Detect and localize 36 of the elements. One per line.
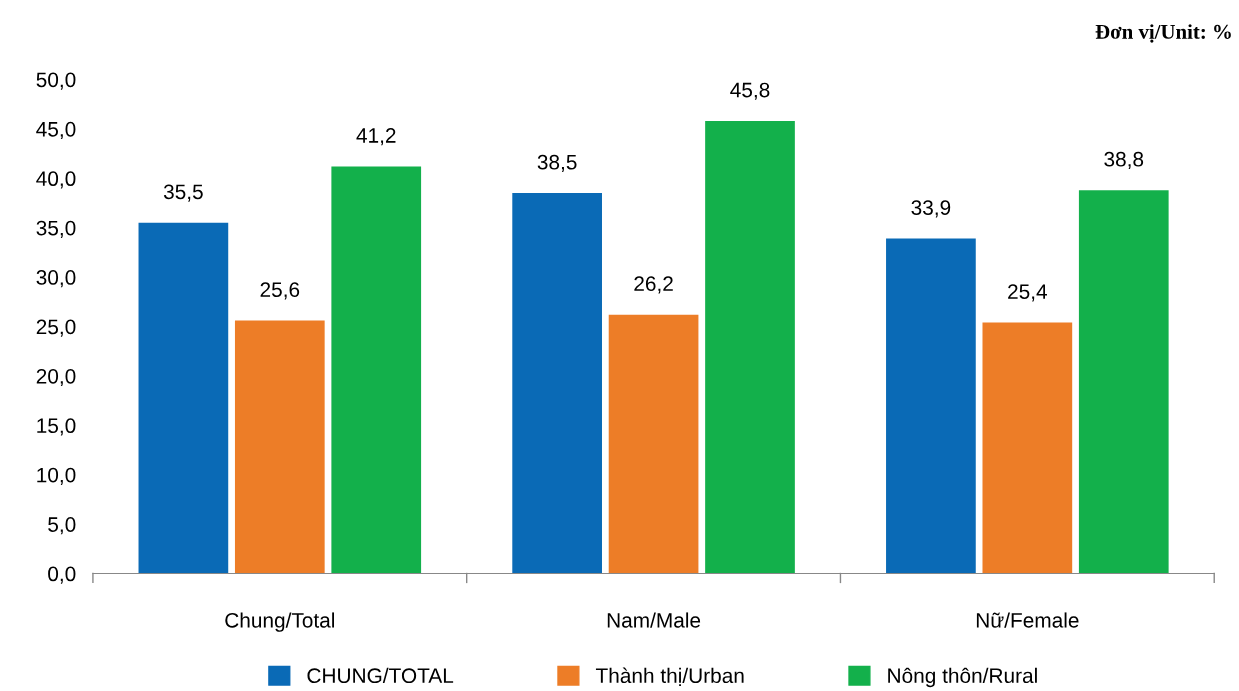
data-label: 38,8 xyxy=(1104,151,1144,170)
y-tick-label: 15,0 xyxy=(37,418,76,436)
y-tick-label: 25,0 xyxy=(36,319,76,337)
data-label: 45,8 xyxy=(730,82,770,100)
y-tick-label: 35,0 xyxy=(36,220,76,238)
bar xyxy=(982,322,1073,574)
bar xyxy=(608,314,699,574)
bar xyxy=(886,238,976,574)
legend-label: Nông thôn/Rural xyxy=(888,667,1037,688)
x-tick-label: Chung/Total xyxy=(225,612,335,632)
legend-label: Thành thị/Urban xyxy=(595,667,744,687)
data-label: 35,5 xyxy=(163,184,203,202)
legend-label: CHUNG/TOTAL xyxy=(307,667,454,684)
bar xyxy=(138,222,229,574)
text: Đơn vị/Unit: % xyxy=(1095,24,1231,43)
x-tick-label: Nam/Male xyxy=(607,612,701,628)
data-label: 25,4 xyxy=(1008,284,1047,302)
y-tick-label: 5,0 xyxy=(48,517,76,535)
data-label: 33,9 xyxy=(911,200,951,218)
bar xyxy=(1078,190,1169,574)
x-tick-label: Nữ/Female xyxy=(976,612,1079,628)
data-label: 38,5 xyxy=(537,154,577,172)
bar xyxy=(331,166,422,574)
data-label: 26,2 xyxy=(634,276,673,294)
y-tick-label: 50,0 xyxy=(36,72,76,90)
y-tick-label: 0,0 xyxy=(48,566,76,584)
bar xyxy=(512,193,602,574)
y-tick-label: 20,0 xyxy=(36,368,76,387)
y-tick-label: 30,0 xyxy=(36,270,76,288)
bar xyxy=(234,320,325,574)
y-tick-label: 10,0 xyxy=(37,467,76,485)
bar xyxy=(705,120,795,574)
y-tick-label: 45,0 xyxy=(36,121,76,140)
y-tick-label: 40,0 xyxy=(36,171,76,189)
data-label: 25,6 xyxy=(260,282,300,300)
data-label: 41,2 xyxy=(356,128,396,146)
